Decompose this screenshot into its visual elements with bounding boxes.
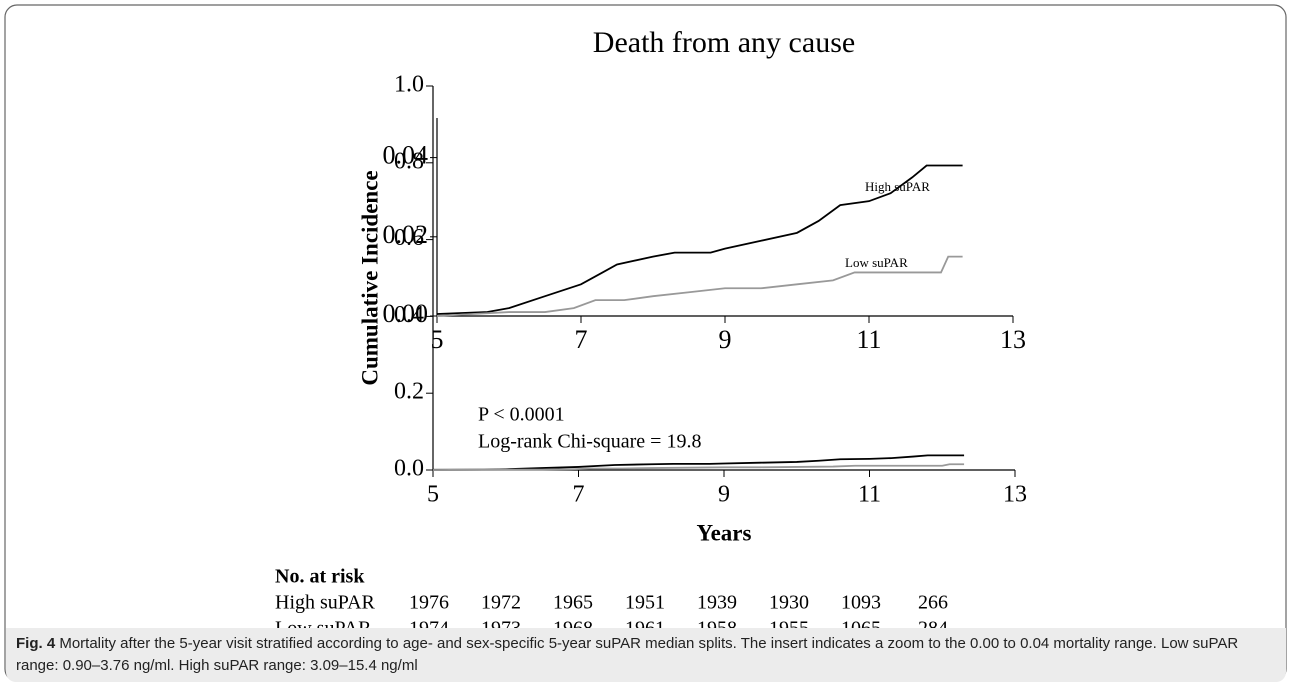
x-tick-label: 13	[1000, 325, 1026, 354]
chart-title: Death from any cause	[593, 26, 855, 59]
x-axis-label: Years	[697, 520, 752, 545]
x-tick-label: 9	[719, 325, 732, 354]
x-tick-label: 9	[718, 482, 730, 508]
y-tick-label: 0.0	[394, 456, 424, 482]
x-tick-label: 13	[1003, 482, 1027, 508]
caption-label: Fig. 4	[16, 635, 56, 652]
y-tick-label: 0.04	[383, 141, 429, 170]
risk-count: 1930	[769, 592, 809, 614]
y-axis-label: Cumulative Incidence	[357, 170, 382, 385]
y-tick-label: 0.02	[383, 220, 429, 249]
series-line	[432, 463, 965, 471]
x-tick-label: 7	[573, 482, 585, 508]
risk-table-header: No. at risk	[275, 566, 365, 588]
y-tick-label: 0.8	[394, 148, 424, 174]
risk-count: 1939	[697, 592, 737, 614]
series-label: High suPAR	[865, 179, 930, 194]
x-tick-label: 5	[427, 482, 439, 508]
series-line	[436, 164, 963, 315]
x-tick-label: 7	[575, 325, 588, 354]
y-tick-label: 0.2	[394, 379, 424, 405]
risk-count: 1965	[553, 592, 593, 614]
y-tick-label: 0.6	[394, 225, 424, 251]
annotation: P < 0.0001	[478, 404, 565, 426]
risk-count: 1976	[409, 592, 449, 614]
series-line	[432, 454, 965, 471]
y-tick-label: 0.4	[394, 302, 424, 328]
y-tick-label: 0.00	[383, 299, 429, 328]
risk-row-name: High suPAR	[275, 592, 376, 614]
series-label: Low suPAR	[845, 255, 908, 270]
annotation: Log-rank Chi-square = 19.8	[478, 431, 701, 453]
risk-count: 1093	[841, 592, 881, 614]
risk-count: 1972	[481, 592, 521, 614]
series-line	[436, 255, 963, 317]
frame	[4, 4, 1287, 682]
caption: Fig. 4 Mortality after the 5-year visit …	[6, 628, 1286, 682]
y-tick-label: 1.0	[394, 72, 424, 98]
x-tick-label: 11	[858, 482, 881, 508]
x-tick-label: 11	[856, 325, 881, 354]
caption-text: Mortality after the 5-year visit stratif…	[16, 635, 1239, 674]
x-tick-label: 5	[431, 325, 444, 354]
risk-count: 266	[918, 592, 948, 614]
risk-count: 1951	[625, 592, 665, 614]
